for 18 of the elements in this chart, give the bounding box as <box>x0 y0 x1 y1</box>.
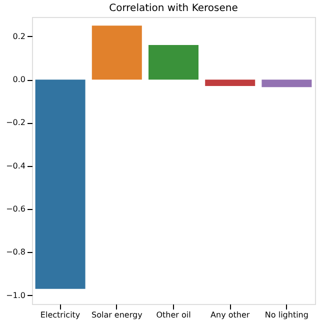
bar <box>148 45 198 80</box>
y-tick-label: −0.4 <box>6 161 26 170</box>
chart-title: Correlation with Kerosene <box>109 3 238 14</box>
y-tick-label: −0.2 <box>6 118 26 128</box>
x-tick-label: Any other <box>210 310 250 320</box>
y-tick-label: −0.8 <box>6 248 26 257</box>
y-tick-label: 0.0 <box>12 75 26 84</box>
x-tick-label: Other oil <box>156 310 191 320</box>
y-tick-label: −0.6 <box>6 204 26 214</box>
bar <box>35 80 86 289</box>
x-tick-label: Electricity <box>40 310 80 320</box>
bar <box>262 80 312 88</box>
y-tick-label: −1.0 <box>6 290 26 300</box>
y-tick-label: 0.2 <box>12 32 26 41</box>
bar <box>92 26 142 80</box>
x-tick-label: No lighting <box>264 310 308 320</box>
bar <box>205 80 256 86</box>
x-tick-label: Solar energy <box>91 310 143 320</box>
